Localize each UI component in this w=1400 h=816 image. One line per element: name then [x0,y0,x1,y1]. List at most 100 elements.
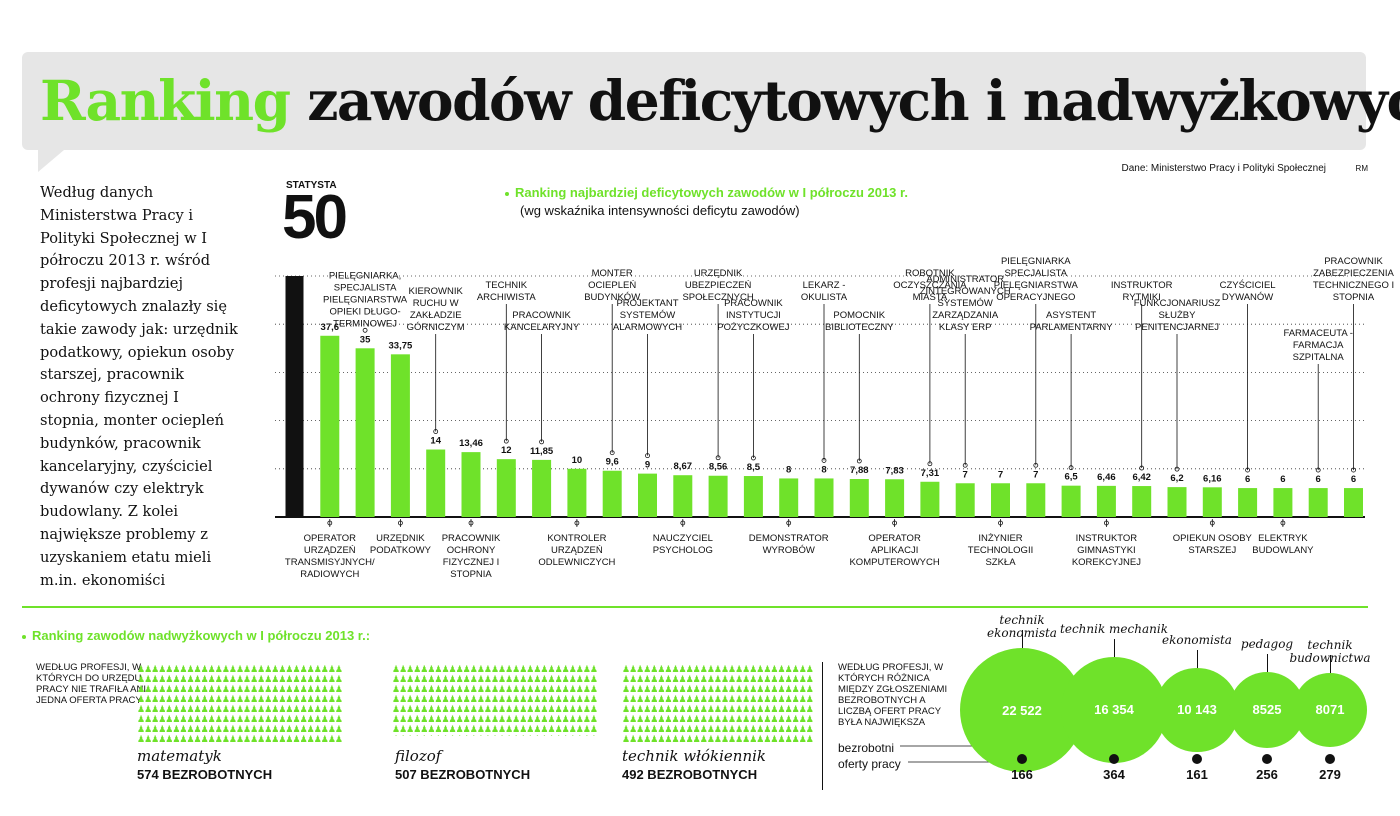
leader-dot [927,461,933,467]
category-label: PIELĘGNIARKA [1001,256,1071,267]
unemployed-circle: 22 522 [960,648,1084,772]
bar [532,459,552,517]
category-label: PRACOWNIK [512,310,571,321]
bullet-icon [22,634,26,639]
statystyk-value: 50 [282,183,348,252]
category-label: BIBLIOTECZNY [825,322,894,333]
category-label: MONTER [592,268,633,279]
category-label: SYSTEMÓW [620,310,675,321]
category-label: TECHNOLOGII [968,545,1033,556]
category-label: URZĘDNIK [376,533,425,544]
category-label: PSYCHOLOG [653,545,713,556]
legend-unemployed: bezrobotni [838,741,895,755]
bar [991,483,1010,517]
bar [920,481,940,517]
circle-label-stem [1197,650,1198,669]
value-label: 6 [1351,474,1356,485]
surplus-name-3: technik włókiennik [622,747,766,765]
offer-value: 364 [1103,767,1125,782]
category-label: ROBOTNIK [905,268,955,279]
category-label: ALARMOWYCH [613,322,682,333]
category-label: ZINTEGROWANYCH [920,286,1011,297]
category-label: SZPITALNA [1293,352,1345,363]
category-label: SPECJALISTA [334,282,397,293]
category-label: KONTROLER [547,533,606,544]
leader-dot [1351,467,1356,473]
leader-dot [1139,465,1145,471]
category-label: POMOCNIK [833,310,885,321]
category-label: INSTRUKTOR [1076,533,1138,544]
category-label: OPERATOR [304,533,357,544]
bullet-icon [505,191,509,196]
category-label: URZĄDZEŃ [551,545,603,556]
leader-dot [1280,520,1286,526]
value-label: 35 [360,334,371,345]
value-label: 8 [821,464,826,475]
value-label: 7,83 [885,465,904,476]
value-label: 33,75 [389,340,413,351]
value-label: 10 [572,455,583,466]
category-label: ZARZĄDZANIA [932,310,999,321]
category-label: KOMPUTEROWYCH [849,557,939,568]
bar [638,473,657,517]
circle-label-stem [1114,639,1115,658]
offer-dot [1109,754,1119,764]
leader-dot [786,520,792,526]
bar [1061,485,1081,517]
circle-category-label: technik mechanik [1060,622,1168,637]
bar [849,479,869,517]
category-label: TERMINOWEJ [333,318,397,329]
leader-dot [397,520,403,526]
category-label: PRACOWNIK [1324,256,1383,267]
category-label: PENITENCJARNEJ [1135,322,1219,333]
deficit-chart-title: Ranking najbardziej deficytowych zawodów… [505,185,908,200]
category-label: KLASY ERP [939,322,992,333]
source-note: Dane: Ministerstwo Pracy i Polityki Społ… [1121,163,1326,174]
value-label: 8 [786,464,791,475]
bar [1096,485,1116,517]
unemployed-circle: 8525 [1228,671,1306,749]
surplus-count-1: 574 BEZROBOTNYCH [137,767,273,782]
category-label: OCHRONY [447,545,496,556]
bar [1132,486,1152,517]
bar [955,483,975,517]
category-label: GÓRNICZYM [407,322,465,333]
category-label: DYWANÓW [1222,292,1273,303]
bar [673,475,693,517]
category-label: TECHNIK [485,280,527,291]
surplus-note: WEDŁUG PROFESJI, W KTÓRYCH DO URZĘDU PRA… [36,662,146,706]
value-label: 13,46 [459,438,483,449]
surplus-name-1: matematyk [137,747,222,765]
bar [461,452,481,517]
leader-dot [327,520,333,526]
category-label: STOPNIA [1333,292,1375,303]
category-label: NAUCZYCIEL [653,533,713,544]
category-label: PODATKOWY [370,545,432,556]
bar [567,468,587,517]
category-label: PROJEKTANT [616,298,678,309]
value-label: 6 [1316,474,1321,485]
category-label: OPERATOR [868,533,921,544]
category-label: INŻYNIER [978,533,1022,544]
leader-dot [503,438,509,444]
value-label: 14 [430,436,441,447]
category-label: TECHNICZNEGO I [1313,280,1394,291]
circle-category-label: pedagog [1240,636,1294,651]
bar [426,449,446,517]
category-label: OCIEPLEŃ [588,280,636,291]
offer-dot [1192,754,1202,764]
category-label: OPIEKUN OSOBY [1173,533,1253,544]
leader-dot [1068,465,1074,471]
offer-value: 166 [1011,767,1033,782]
deficit-chart-subtitle: (wg wskaźnika intensywności deficytu zaw… [520,203,800,218]
offer-dot [1017,754,1027,764]
leader-dot [1315,467,1321,473]
category-label: URZĄDZEŃ [304,545,356,556]
value-label: 8,56 [709,462,728,473]
circle-label-stem [1267,653,1268,672]
category-label: KOREKCYJNEJ [1072,557,1141,568]
category-label: ASYSTENT [1046,310,1096,321]
bar [1344,488,1363,517]
value-label: 8,67 [674,461,693,472]
category-label: RADIOWYCH [300,569,359,580]
